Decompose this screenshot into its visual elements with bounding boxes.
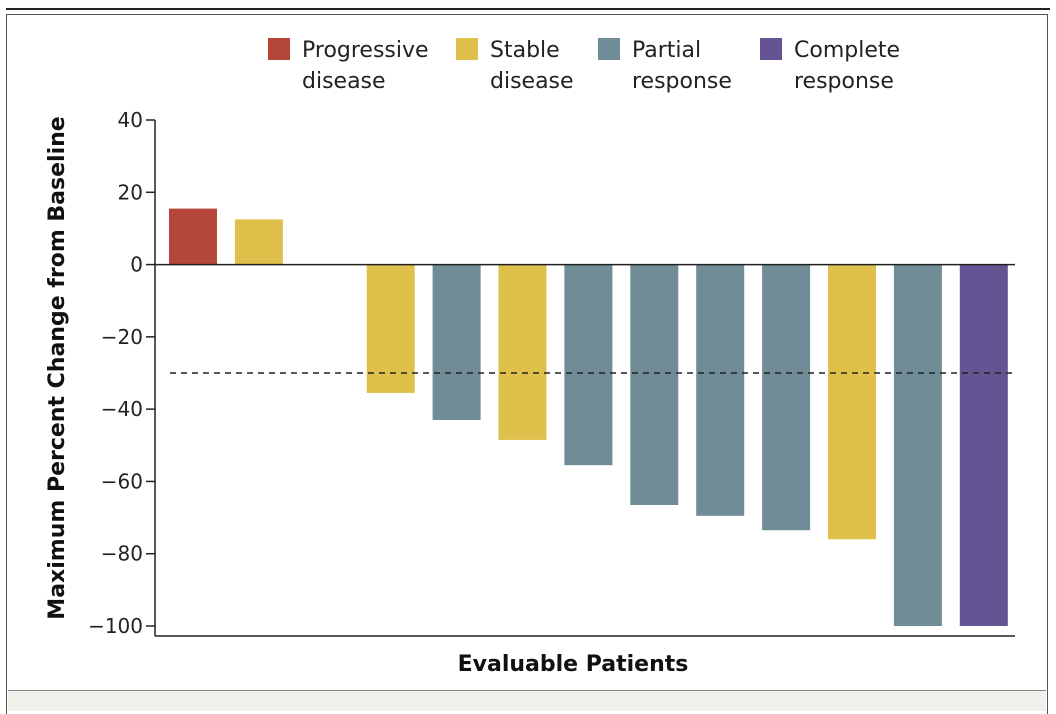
- bar-11: [828, 264, 876, 540]
- x-axis-title: Evaluable Patients: [458, 652, 689, 677]
- y-tick-label: 0: [130, 253, 143, 277]
- bar-9: [696, 264, 745, 516]
- bar-4: [366, 264, 415, 393]
- legend: Progressive disease Stable disease Partial re…: [268, 38, 900, 94]
- bar-12: [893, 264, 942, 626]
- bar-10: [762, 264, 811, 531]
- legend-swatch-complete: [760, 38, 782, 60]
- bar-6: [498, 264, 547, 440]
- y-tick-label: −100: [88, 614, 143, 638]
- y-tick-label: −40: [101, 397, 143, 421]
- y-axis-title: Maximum Percent Change from Baseline: [45, 116, 70, 619]
- footer-band: [8, 690, 1046, 711]
- y-tick-label: 20: [118, 180, 143, 204]
- legend-swatch-partial: [598, 38, 620, 60]
- legend-label-progressive-line2: disease: [302, 69, 386, 94]
- y-tick-label: −60: [101, 469, 143, 493]
- legend-label-complete: Complete: [794, 38, 900, 63]
- bar-2: [234, 219, 283, 265]
- legend-label-complete-line2: response: [794, 69, 894, 94]
- legend-label-partial-line2: response: [632, 69, 732, 94]
- bar-1: [169, 208, 217, 265]
- legend-label-stable-line2: disease: [490, 69, 574, 94]
- bar-13: [959, 264, 1008, 626]
- axes: 40 20 0 −20 −40 −60 −80 −100: [88, 108, 1015, 638]
- legend-swatch-progressive: [268, 38, 290, 60]
- y-tick-label: 40: [118, 108, 143, 132]
- legend-label-progressive: Progressive: [302, 38, 429, 63]
- legend-label-stable: Stable: [490, 38, 560, 63]
- bars: [169, 208, 1008, 626]
- y-tick-label: −20: [101, 325, 143, 349]
- legend-swatch-stable: [456, 38, 478, 60]
- bar-7: [564, 264, 613, 466]
- bar-5: [432, 264, 481, 420]
- top-rule: [6, 8, 1050, 10]
- legend-label-partial: Partial: [632, 38, 701, 63]
- y-tick-label: −80: [101, 542, 143, 566]
- bar-8: [630, 264, 679, 505]
